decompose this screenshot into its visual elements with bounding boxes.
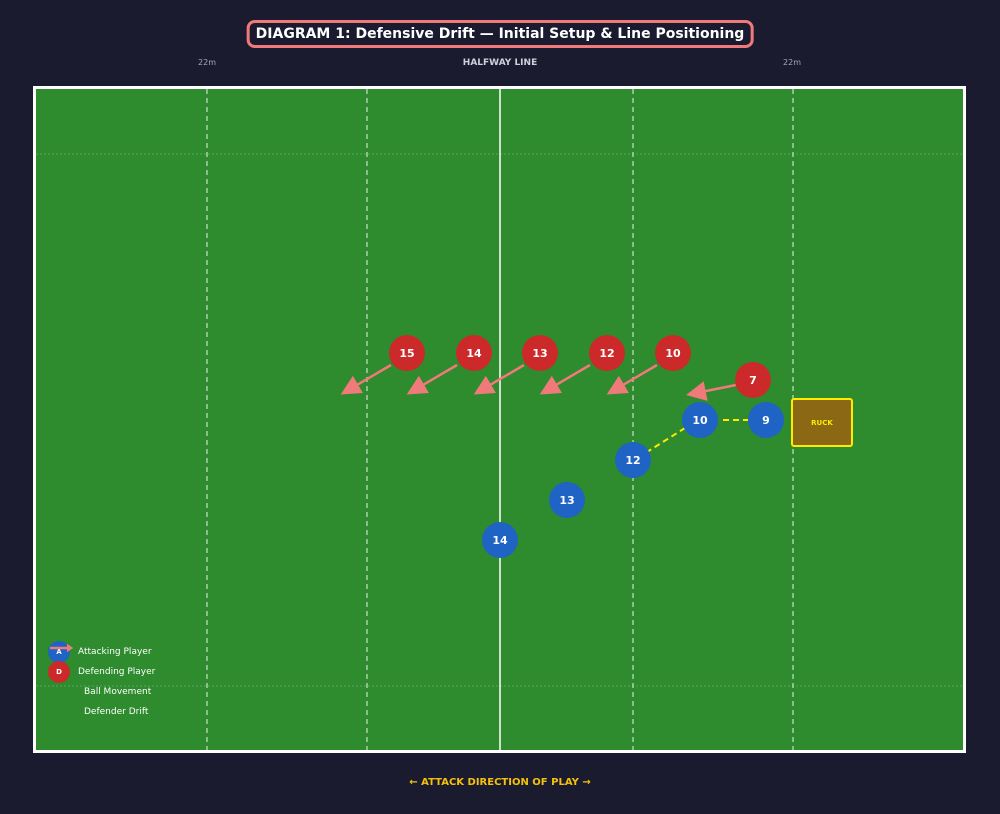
attacker-14[interactable]: 14 [482,522,518,558]
defending-badge: D [48,661,70,683]
defender-drift-icon [48,644,78,718]
drift-arrow-7 [686,381,737,401]
ball-path-10-to-12 [646,427,686,453]
left-22m-label: 22m [198,58,216,67]
right-22m-label: 22m [783,58,801,67]
drift-arrow-13 [473,363,525,395]
drift-arrow-10 [606,363,658,395]
drift-arrow-12 [539,363,591,395]
defender-12[interactable]: 12 [589,335,625,371]
attacking-badge: A [48,641,70,663]
defender-13[interactable]: 13 [522,335,558,371]
ball-movement-icon [48,644,78,698]
legend: A Attacking Player D Defending Player Ba… [48,641,156,722]
legend-defending: D Defending Player [48,661,156,683]
halfway-line-label: HALFWAY LINE [462,58,538,68]
legend-drift: Defender Drift [48,644,155,722]
pitch-markings [36,89,963,750]
defender-15[interactable]: 15 [389,335,425,371]
legend-ball: Ball Movement [48,644,155,702]
defender-drift-label: Defender Drift [84,707,149,717]
defender-7[interactable]: 7 [735,362,771,398]
drift-arrow-14 [406,363,458,395]
diagram-title: DIAGRAM 1: Defensive Drift — Initial Set… [246,20,754,48]
defender-10[interactable]: 10 [655,335,691,371]
attacker-13[interactable]: 13 [549,482,585,518]
attacker-9[interactable]: 9 [748,402,784,438]
ball-movement-label: Ball Movement [84,687,152,697]
legend-attacking: A Attacking Player [48,641,155,663]
attack-direction-label: ← ATTACK DIRECTION OF PLAY → [409,777,591,788]
ruck-box: RUCK [791,398,853,447]
attacker-12[interactable]: 12 [615,442,651,478]
attacking-label: Attacking Player [78,647,152,657]
defender-14[interactable]: 14 [456,335,492,371]
attacker-10[interactable]: 10 [682,402,718,438]
pitch: 15 14 13 12 10 7 9 10 12 13 14 RUCK A At… [33,86,966,753]
defending-label: Defending Player [78,667,156,677]
drift-arrow-15 [340,363,392,395]
